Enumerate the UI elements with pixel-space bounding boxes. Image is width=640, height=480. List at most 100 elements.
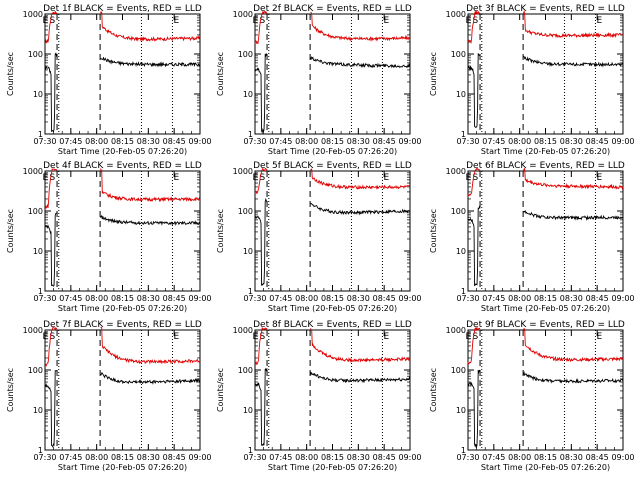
x-tick-label: 07:45 (482, 294, 505, 303)
marker-label: E (466, 332, 472, 342)
x-tick-label: 08:45 (586, 294, 609, 303)
x-tick-label: 07:30 (456, 294, 479, 303)
x-tick-label: 09:00 (188, 453, 211, 462)
marker-label: E (253, 332, 259, 342)
y-tick-label: 1 (461, 287, 466, 296)
panel-det-3f: Det 3f BLACK = Events, RED = LLD 1 10 100 10… (429, 4, 635, 156)
plot-frame (254, 170, 411, 292)
x-tick-label: 08:00 (508, 137, 531, 146)
y-tick-label: 1000 (23, 326, 43, 335)
panel-det-6f: Det 6f BLACK = Events, RED = LLD 1 10 100 10… (429, 161, 635, 313)
y-tick-label: 10 (33, 406, 43, 415)
x-tick-label: 08:00 (295, 294, 318, 303)
y-tick-label: 1000 (233, 326, 253, 335)
y-tick-label: 10 (33, 90, 43, 99)
x-tick-label: 07:30 (243, 294, 266, 303)
y-tick-label: 10 (33, 247, 43, 256)
x-axis-label: Start Time (20-Feb-05 07:26:20) (268, 304, 397, 313)
x-tick-label: 09:00 (398, 137, 421, 146)
y-tick-label: 100 (451, 366, 466, 375)
x-tick-label: 09:00 (611, 137, 634, 146)
x-tick-label: 07:45 (269, 453, 292, 462)
y-tick-label: 1 (248, 446, 253, 455)
x-tick-label: 08:45 (373, 453, 396, 462)
x-tick-label: 08:30 (347, 453, 370, 462)
x-tick-label: 09:00 (611, 453, 634, 462)
y-tick-label: 100 (28, 366, 43, 375)
x-axis-label: Start Time (20-Feb-05 07:26:20) (58, 147, 187, 156)
x-tick-label: 08:15 (534, 137, 557, 146)
x-axis-label: Start Time (20-Feb-05 07:26:20) (481, 463, 610, 472)
panel-title: Det 1f BLACK = Events, RED = LLD (43, 4, 202, 14)
x-tick-label: 08:15 (534, 453, 557, 462)
x-tick-label: 08:00 (85, 453, 108, 462)
y-tick-label: 1000 (446, 10, 466, 19)
x-tick-label: 08:30 (560, 294, 583, 303)
lld-series-line (44, 10, 201, 44)
x-axis-label: Start Time (20-Feb-05 07:26:20) (268, 463, 397, 472)
events-series-line (45, 369, 201, 448)
marker-label: S (472, 16, 478, 26)
y-axis-label: Counts/sec (216, 368, 225, 412)
panel-det-9f: Det 9f BLACK = Events, RED = LLD 1 10 100 10… (429, 320, 635, 472)
marker-label: E (43, 332, 49, 342)
panel-title: Det 9f BLACK = Events, RED = LLD (466, 320, 625, 330)
panel-det-5f: Det 5f BLACK = Events, RED = LLD 1 10 100 10… (216, 161, 422, 313)
marker-label: E (253, 173, 259, 183)
y-axis-label: Counts/sec (429, 52, 438, 96)
marker-label: E (383, 332, 389, 342)
y-tick-label: 1 (248, 130, 253, 139)
events-series-line (467, 53, 624, 128)
y-axis-label: Counts/sec (429, 209, 438, 253)
x-tick-label: 09:00 (398, 294, 421, 303)
marker-label: E (596, 16, 602, 26)
plot-frame (44, 170, 201, 292)
x-tick-label: 08:45 (373, 137, 396, 146)
y-tick-label: 1 (38, 287, 43, 296)
x-axis-label: Start Time (20-Feb-05 07:26:20) (58, 304, 187, 313)
events-series-line (254, 197, 411, 286)
plot-frame (44, 13, 201, 135)
x-tick-label: 07:45 (269, 294, 292, 303)
lld-series-line (254, 10, 411, 45)
plot-frame (254, 329, 411, 451)
events-series-line (254, 368, 411, 447)
x-tick-label: 08:30 (137, 294, 160, 303)
marker-label: E (173, 173, 179, 183)
y-tick-label: 1000 (446, 167, 466, 176)
y-tick-label: 1000 (23, 10, 43, 19)
plot-frame (467, 13, 624, 135)
y-tick-label: 100 (451, 50, 466, 59)
x-tick-label: 08:30 (137, 453, 160, 462)
events-series-line (467, 205, 624, 287)
marker-label: E (596, 332, 602, 342)
lld-series-line (44, 168, 201, 210)
y-tick-label: 10 (456, 90, 466, 99)
y-axis-label: Counts/sec (216, 209, 225, 253)
y-axis-label: Counts/sec (6, 209, 15, 253)
marker-label: S (472, 173, 478, 183)
y-tick-label: 100 (238, 50, 253, 59)
y-tick-label: 10 (243, 406, 253, 415)
panel-det-2f: Det 2f BLACK = Events, RED = LLD 1 10 100 10… (216, 4, 422, 156)
events-series-line (467, 369, 624, 449)
plot-frame (467, 170, 624, 292)
x-tick-label: 08:15 (111, 453, 134, 462)
marker-label: E (383, 16, 389, 26)
marker-label: S (49, 16, 55, 26)
x-tick-label: 09:00 (188, 137, 211, 146)
marker-label: S (49, 332, 55, 342)
x-tick-label: 07:45 (482, 453, 505, 462)
x-tick-label: 08:00 (85, 294, 108, 303)
marker-label: S (259, 332, 265, 342)
marker-label: E (253, 16, 259, 26)
x-tick-label: 07:45 (59, 453, 82, 462)
panel-title: Det 7f BLACK = Events, RED = LLD (43, 320, 202, 330)
x-axis-label: Start Time (20-Feb-05 07:26:20) (481, 304, 610, 313)
marker-label: E (43, 173, 49, 183)
marker-label: E (596, 173, 602, 183)
plot-frame (467, 329, 624, 451)
x-tick-label: 07:45 (482, 137, 505, 146)
x-tick-label: 08:15 (111, 294, 134, 303)
